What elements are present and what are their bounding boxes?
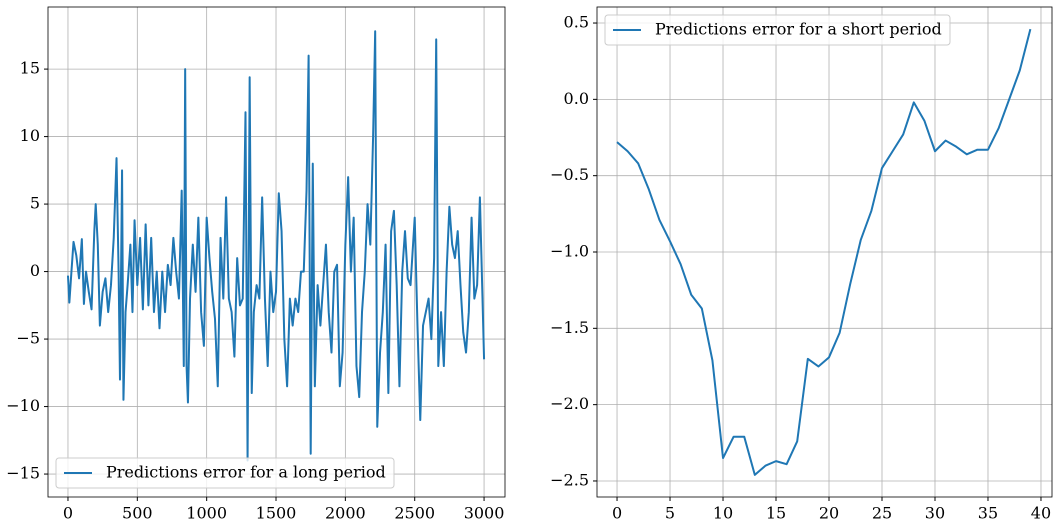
legend-box [55,457,395,489]
x-tick-label: 1000 [186,504,227,523]
x-tick-label: 500 [122,504,153,523]
x-tick-label: 5 [665,504,675,523]
y-tick-label: −5 [16,329,40,348]
y-tick-label: 0 [30,261,40,280]
legend-label: Predictions error for a long period [106,463,386,482]
y-tick-label: 15 [20,59,40,78]
x-tick-label: 20 [819,504,839,523]
data-line [616,28,1032,476]
legend-label: Predictions error for a short period [655,20,942,39]
x-tick-label: 40 [1031,504,1051,523]
x-tick-label: 15 [766,504,786,523]
axes-frame [596,6,1053,498]
y-tick-label: −2.0 [550,394,589,413]
x-tick-label: 35 [978,504,998,523]
x-tick-label: 30 [925,504,945,523]
y-tick-label: −1.5 [550,318,589,337]
y-tick-label: 10 [20,126,40,145]
x-tick-label: 25 [872,504,892,523]
y-tick-label: 5 [30,194,40,213]
y-tick-label: −15 [6,464,40,483]
x-tick-label: 10 [713,504,733,523]
x-tick-label: 1500 [256,504,297,523]
x-tick-label: 0 [612,504,622,523]
y-tick-label: 0.0 [564,89,589,108]
y-tick-label: −0.5 [550,165,589,184]
y-tick-label: −10 [6,396,40,415]
x-tick-label: 3000 [464,504,505,523]
x-tick-label: 2000 [325,504,366,523]
legend-box [604,14,951,46]
x-tick-label: 2500 [394,504,435,523]
y-tick-label: −1.0 [550,242,589,261]
y-tick-label: 0.5 [564,13,589,32]
data-line [66,30,486,462]
y-tick-label: −2.5 [550,470,589,489]
axes-frame [47,6,506,498]
x-tick-label: 0 [63,504,73,523]
